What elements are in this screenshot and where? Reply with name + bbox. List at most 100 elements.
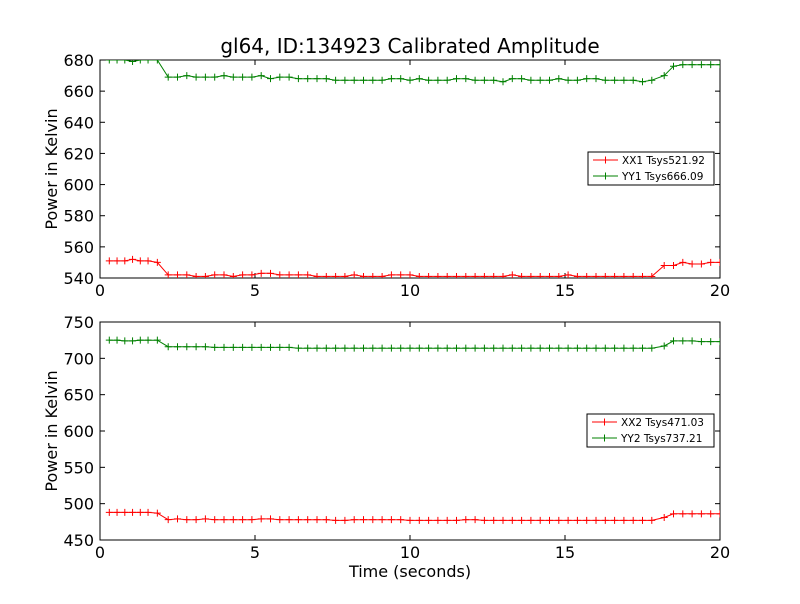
plot2-xtick-label: 5 xyxy=(250,543,260,562)
plot1-data-point xyxy=(527,272,535,278)
plot1-data-point xyxy=(332,272,340,278)
plot2-data-point xyxy=(211,516,219,524)
plot2-data-point xyxy=(546,344,553,352)
plot1-data-point xyxy=(536,272,544,278)
plot1-data-point xyxy=(462,272,470,278)
plot2-data-point xyxy=(415,516,423,524)
plot2-data-point xyxy=(697,510,705,518)
plot2-data-point xyxy=(378,344,386,352)
plot2-data-point xyxy=(536,516,544,524)
plot2-data-point xyxy=(592,344,600,352)
plot1-data-point xyxy=(697,260,705,268)
plot1-legend-marker xyxy=(602,172,609,180)
plot2-data-point xyxy=(239,516,247,524)
plot1-data-point xyxy=(257,269,265,277)
plot1-data-point xyxy=(629,272,637,278)
plot2-data-point xyxy=(192,343,200,351)
plot1-data-point xyxy=(341,76,349,84)
plot2-legend xyxy=(586,413,715,448)
plot1-ytick-label: 660 xyxy=(63,82,94,101)
plot2-data-point xyxy=(153,509,161,517)
plot2-data-point xyxy=(121,508,129,516)
plot2-data-point xyxy=(360,516,367,524)
plot1-data-point xyxy=(480,272,488,278)
plot1-data-point xyxy=(490,76,498,84)
plot1-data-point xyxy=(136,60,144,64)
plot2-data-point xyxy=(573,516,581,524)
plot2-data-point xyxy=(453,344,460,352)
plot1-data-point xyxy=(508,75,516,83)
plot1-data-point xyxy=(434,76,442,84)
plot2-data-point xyxy=(397,516,405,524)
plot2-data-point xyxy=(415,344,423,352)
plot1-data-point xyxy=(688,61,696,69)
plot1-data-point xyxy=(267,75,274,83)
plot1-data-point xyxy=(285,73,293,81)
plot2-data-point xyxy=(707,510,715,518)
plot1-data-point xyxy=(425,76,433,84)
plot1-data-point xyxy=(144,257,152,265)
plot1-legend-label: YY1 Tsys666.09 xyxy=(621,171,703,183)
plot2-data-point xyxy=(555,344,563,352)
plot2-data-point xyxy=(192,516,200,524)
plot2-data-point xyxy=(527,344,535,352)
plot2-data-point xyxy=(406,344,414,352)
plot1-data-point xyxy=(679,258,687,266)
plot1-data-point xyxy=(518,75,526,83)
plot2-data-point xyxy=(406,516,414,524)
plot2-data-point xyxy=(369,516,377,524)
plot1-xtick-label: 0 xyxy=(95,281,105,300)
plot2-data-point xyxy=(144,336,152,344)
plot2-data-point xyxy=(201,343,209,351)
plot2-data-point xyxy=(220,343,228,351)
plot1-data-point xyxy=(136,257,144,265)
plot2-data-point xyxy=(573,344,581,352)
plot1-data-point xyxy=(341,272,349,278)
plot2-data-point xyxy=(688,510,696,518)
plot2-data-point xyxy=(480,516,488,524)
plot2-data-point xyxy=(611,516,619,524)
plot1-data-point xyxy=(248,271,256,278)
plot1-series-1 xyxy=(105,255,720,278)
plot2-legend-marker xyxy=(601,434,608,442)
plot1-xtick-label: 5 xyxy=(250,281,260,300)
plot1-data-point xyxy=(192,73,200,81)
plot2-data-point xyxy=(639,516,646,524)
plot1-data-point xyxy=(697,61,705,69)
plot2-xlabel: Time (seconds) xyxy=(348,562,471,581)
plot2-data-point xyxy=(248,343,256,351)
plot1-data-point xyxy=(294,271,302,278)
plot2-xtick-label: 10 xyxy=(400,543,420,562)
plot2-data-point xyxy=(518,516,526,524)
plot1-data-point xyxy=(716,61,720,69)
plot2-data-point xyxy=(527,516,535,524)
plot1-data-point xyxy=(174,73,181,81)
plot2-data-point xyxy=(536,344,544,352)
plot1-data-point xyxy=(620,76,628,84)
plot2-data-point xyxy=(660,342,668,350)
plot1-ylabel: Power in Kelvin xyxy=(42,108,61,229)
plot2-data-point xyxy=(508,344,516,352)
plot1-data-point xyxy=(564,271,572,278)
plot1-data-point xyxy=(294,75,302,83)
plot1-data-point xyxy=(183,271,191,278)
plot2-data-point xyxy=(564,516,572,524)
plot1-data-point xyxy=(583,272,591,278)
plot2-data-point xyxy=(716,338,720,346)
plot2-data-point xyxy=(105,508,113,516)
plot1-data-point xyxy=(555,75,563,83)
plot1-data-point xyxy=(601,272,609,278)
plot2-data-point xyxy=(276,343,284,351)
plot2-data-point xyxy=(164,343,172,351)
plot2-data-point xyxy=(341,516,349,524)
plot2-series-1 xyxy=(105,508,720,524)
plot1-data-point xyxy=(406,271,414,278)
plot1-data-point xyxy=(387,75,395,83)
plot2-data-point xyxy=(220,516,228,524)
plot2-data-point xyxy=(453,516,460,524)
plot2-data-point xyxy=(276,516,284,524)
plot2-data-point xyxy=(716,510,720,518)
plot2-data-point xyxy=(499,516,507,524)
plot2-data-point xyxy=(322,516,330,524)
plot1-data-point xyxy=(471,272,479,278)
